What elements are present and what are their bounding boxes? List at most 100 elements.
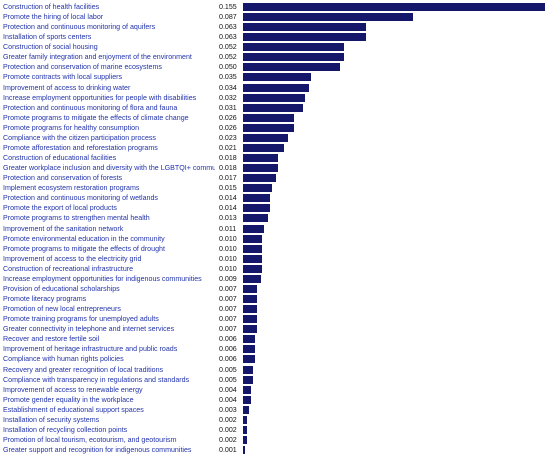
value-label: 0.018 xyxy=(219,154,237,163)
category-label: Protection and continuous monitoring of … xyxy=(3,23,156,32)
value-label: 0.063 xyxy=(219,33,237,42)
bar-row: Promote literacy programs 0.007 xyxy=(0,294,550,304)
bar-row: Construction of recreational infrastruct… xyxy=(0,264,550,274)
bar xyxy=(243,103,304,112)
category-label: Promote afforestation and reforestation … xyxy=(3,143,158,152)
value-label: 0.052 xyxy=(219,53,237,62)
category-label: Promote the hiring of local labor xyxy=(3,13,104,22)
value-label: 0.023 xyxy=(219,133,237,142)
bar-row: Greater family integration and enjoyment… xyxy=(0,52,550,62)
category-label: Greater family integration and enjoyment… xyxy=(3,53,192,62)
bar xyxy=(243,436,247,444)
bar xyxy=(243,143,284,152)
bar xyxy=(243,415,247,424)
bar xyxy=(243,305,257,314)
bar xyxy=(243,244,263,253)
bar-row: Compliance with the citizen participatio… xyxy=(0,133,550,143)
bar xyxy=(243,264,263,273)
value-label: 0.010 xyxy=(219,264,237,273)
category-label: Compliance with the citizen participatio… xyxy=(3,133,156,142)
bar-row: Improvement of heritage infrastructure a… xyxy=(0,344,550,354)
category-label: Construction of recreational infrastruct… xyxy=(3,264,134,273)
bar xyxy=(243,184,273,193)
category-label: Promote environmental education in the c… xyxy=(3,234,165,243)
bar-row: Protection and continuous monitoring of … xyxy=(0,103,550,113)
bar-row: Installation of security systems 0.002 xyxy=(0,415,550,425)
bar xyxy=(243,385,251,394)
bar-row: Promote environmental education in the c… xyxy=(0,234,550,244)
bar-row: Establishment of educational support spa… xyxy=(0,405,550,415)
bar xyxy=(243,234,263,243)
value-label: 0.010 xyxy=(219,234,237,243)
bar-row: Protection and conservation of marine ec… xyxy=(0,62,550,72)
bar xyxy=(243,13,413,22)
category-label: Protection and conservation of marine ec… xyxy=(3,63,162,72)
bar-row: Protection and continuous monitoring of … xyxy=(0,193,550,203)
category-label: Promote programs to mitigate the effects… xyxy=(3,244,165,253)
bar-row: Improvement of access to renewable energ… xyxy=(0,385,550,395)
bar-row: Recovery and greater recognition of loca… xyxy=(0,365,550,375)
bar-row: Construction of social housing 0.052 xyxy=(0,42,550,52)
category-label: Increase employment opportunities for in… xyxy=(3,274,202,283)
category-label: Promote the export of local products xyxy=(3,204,117,213)
bar xyxy=(243,214,269,223)
bar-row: Promote gender equality in the workplace… xyxy=(0,395,550,405)
category-label: Promote literacy programs xyxy=(3,295,87,304)
category-label: Protection and continuous monitoring of … xyxy=(3,103,178,112)
value-label: 0.004 xyxy=(219,395,237,404)
bar-row: Promote the hiring of local labor 0.087 xyxy=(0,12,550,22)
bar xyxy=(243,133,288,142)
category-label: Installation of recycling collection poi… xyxy=(3,425,128,434)
bar-row: Increase employment opportunities for in… xyxy=(0,274,550,284)
value-label: 0.052 xyxy=(219,43,237,52)
bar-row: Promote programs to mitigate the effects… xyxy=(0,113,550,123)
bar xyxy=(243,204,271,213)
category-label: Promote gender equality in the workplace xyxy=(3,395,134,404)
bar-row: Implement ecosystem restoration programs… xyxy=(0,183,550,193)
value-label: 0.018 xyxy=(219,164,237,173)
bar-row: Greater workplace inclusion and diversit… xyxy=(0,163,550,173)
value-label: 0.063 xyxy=(219,23,237,32)
bar-row: Promote afforestation and reforestation … xyxy=(0,143,550,153)
value-label: 0.015 xyxy=(219,184,237,193)
value-label: 0.005 xyxy=(219,365,237,374)
bar xyxy=(243,355,255,364)
bar xyxy=(243,365,253,374)
value-label: 0.032 xyxy=(219,93,237,102)
bar-row: Greater support and recognition for indi… xyxy=(0,445,550,455)
bar xyxy=(243,315,257,324)
bar xyxy=(243,325,257,334)
bar-row: Promote programs to mitigate the effects… xyxy=(0,244,550,254)
value-label: 0.006 xyxy=(219,355,237,364)
value-label: 0.014 xyxy=(219,204,237,213)
bar xyxy=(243,405,249,414)
category-label: Recovery and greater recognition of loca… xyxy=(3,365,164,374)
value-label: 0.010 xyxy=(219,244,237,253)
bar-row: Compliance with transparency in regulati… xyxy=(0,375,550,385)
bar xyxy=(243,194,271,203)
value-label: 0.002 xyxy=(219,415,237,424)
category-label: Establishment of educational support spa… xyxy=(3,405,144,414)
value-label: 0.010 xyxy=(219,254,237,263)
bar xyxy=(243,224,265,233)
bar-row: Improvement of access to drinking water 0… xyxy=(0,83,550,93)
value-label: 0.004 xyxy=(219,385,237,394)
category-label: Greater workplace inclusion and diversit… xyxy=(3,164,215,173)
category-label: Compliance with human rights policies xyxy=(3,355,124,364)
bar xyxy=(243,53,345,62)
bar-row: Installation of sports centers 0.063 xyxy=(0,32,550,42)
value-label: 0.087 xyxy=(219,13,237,22)
bar xyxy=(243,375,253,384)
bar-row: Protection and continuous monitoring of … xyxy=(0,22,550,32)
category-label: Promote training programs for unemployed… xyxy=(3,315,159,324)
bar xyxy=(243,164,279,173)
value-label: 0.001 xyxy=(219,446,237,455)
category-label: Implement ecosystem restoration programs xyxy=(3,184,140,193)
bar-row: Increase employment opportunities for pe… xyxy=(0,93,550,103)
bar xyxy=(243,395,251,404)
value-label: 0.035 xyxy=(219,73,237,82)
bar-row: Improvement of access to the electricity… xyxy=(0,254,550,264)
category-label: Improvement of access to renewable energ… xyxy=(3,385,143,394)
category-label: Improvement of access to the electricity… xyxy=(3,254,142,263)
